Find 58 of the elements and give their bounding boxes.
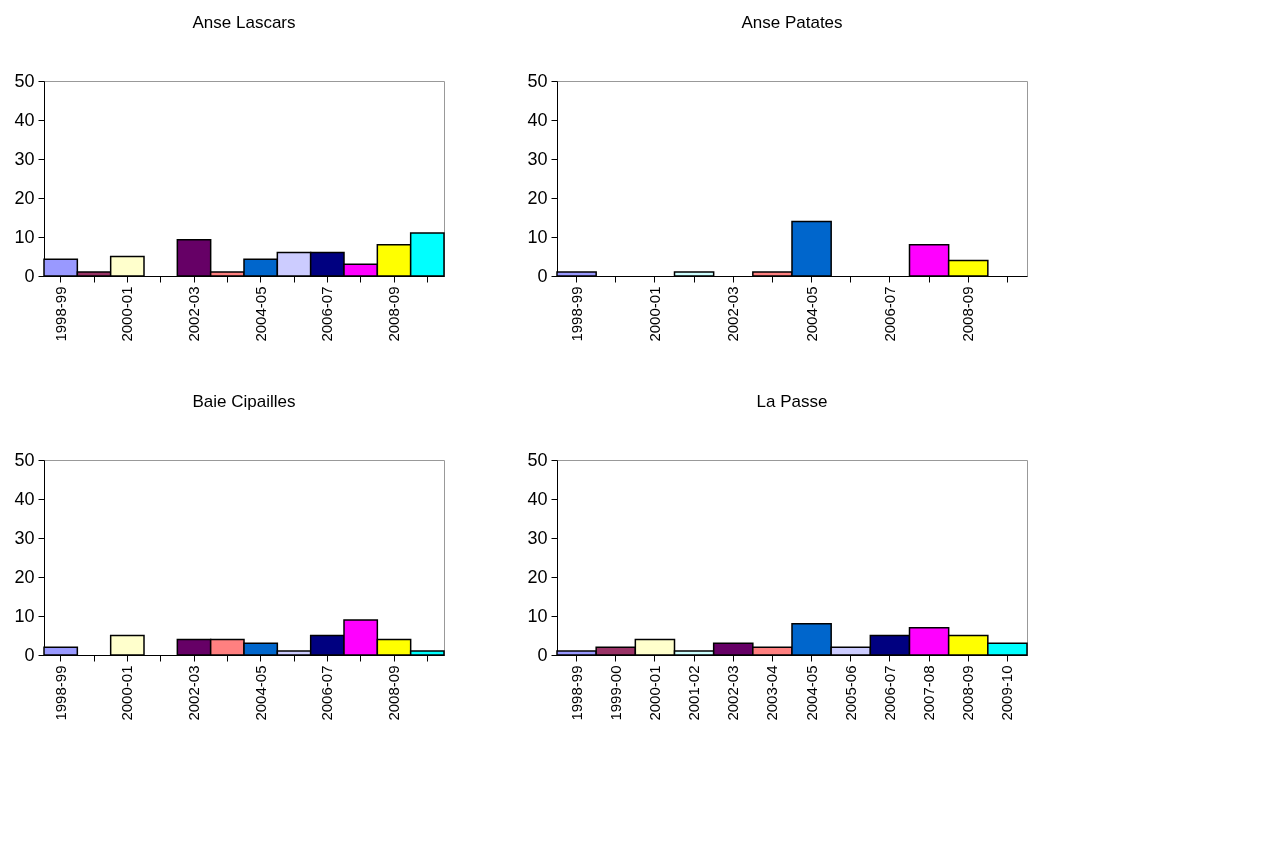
x-tick-label: 1998-99: [567, 665, 585, 721]
y-tick-label: 10: [527, 605, 548, 626]
x-tick-label: 2004-05: [802, 665, 820, 721]
x-tick-label: 2008-09: [385, 286, 402, 342]
x-tick-label: 2004-05: [802, 286, 820, 342]
x-tick-label: 2008-09: [959, 286, 977, 342]
chart-title: Baie Cipailles: [192, 392, 296, 411]
x-tick-label: 2005-06: [841, 665, 859, 721]
x-tick-label: 2006-07: [318, 665, 336, 721]
x-tick-label: 2006-07: [880, 286, 898, 342]
x-tick-label: 2002-03: [185, 665, 202, 721]
y-tick-label: 30: [14, 148, 35, 169]
y-tick-label: 50: [14, 70, 35, 91]
y-tick-label: 20: [14, 566, 35, 587]
x-tick-label: 2000-01: [645, 665, 663, 721]
x-tick-label: 2004-05: [251, 286, 269, 342]
x-tick-label: 1998-99: [567, 286, 585, 342]
chart-title: Anse Lascars: [192, 13, 296, 32]
y-tick-label: 0: [537, 644, 548, 665]
y-tick-label: 20: [14, 187, 35, 208]
y-tick-label: 50: [14, 449, 35, 470]
x-tick-label: 1998-99: [51, 665, 69, 721]
y-tick-label: 10: [14, 605, 35, 626]
y-tick-label: 0: [537, 265, 548, 286]
x-tick-label: 2002-03: [724, 665, 742, 721]
y-tick-label: 30: [527, 527, 548, 548]
y-tick-label: 20: [527, 187, 548, 208]
x-tick-label: 2002-03: [724, 286, 742, 342]
y-tick-label: 40: [527, 488, 548, 509]
x-tick-label: 2002-03: [185, 286, 202, 342]
y-tick-label: 30: [527, 148, 548, 169]
y-tick-label: 10: [527, 226, 548, 247]
y-tick-label: 0: [24, 644, 35, 665]
y-tick-label: 40: [14, 488, 35, 509]
x-tick-label: 2009-10: [998, 665, 1016, 721]
y-tick-label: 10: [14, 226, 35, 247]
x-tick-label: 2000-01: [645, 286, 663, 342]
x-tick-label: 2004-05: [251, 665, 269, 721]
x-tick-label: 1999-00: [606, 665, 624, 721]
y-tick-label: 30: [14, 527, 35, 548]
x-tick-label: 2006-07: [318, 286, 336, 342]
y-tick-label: 40: [14, 109, 35, 130]
y-tick-label: 20: [527, 566, 548, 587]
y-tick-label: 50: [527, 449, 548, 470]
y-tick-label: 40: [527, 109, 548, 130]
x-tick-label: 2007-08: [920, 665, 938, 721]
x-tick-label: 2000-01: [118, 665, 136, 721]
y-tick-label: 0: [24, 265, 35, 286]
chart-title: La Passe: [756, 392, 828, 411]
x-tick-label: 2001-02: [685, 665, 703, 721]
y-tick-label: 50: [527, 70, 548, 91]
x-tick-label: 1998-99: [51, 286, 69, 342]
chart-title: Anse Patates: [741, 13, 843, 32]
x-tick-label: 2000-01: [118, 286, 136, 342]
x-tick-label: 2006-07: [880, 665, 898, 721]
x-tick-label: 2008-09: [959, 665, 977, 721]
x-tick-label: 2008-09: [385, 665, 402, 721]
x-tick-label: 2003-04: [763, 665, 781, 721]
